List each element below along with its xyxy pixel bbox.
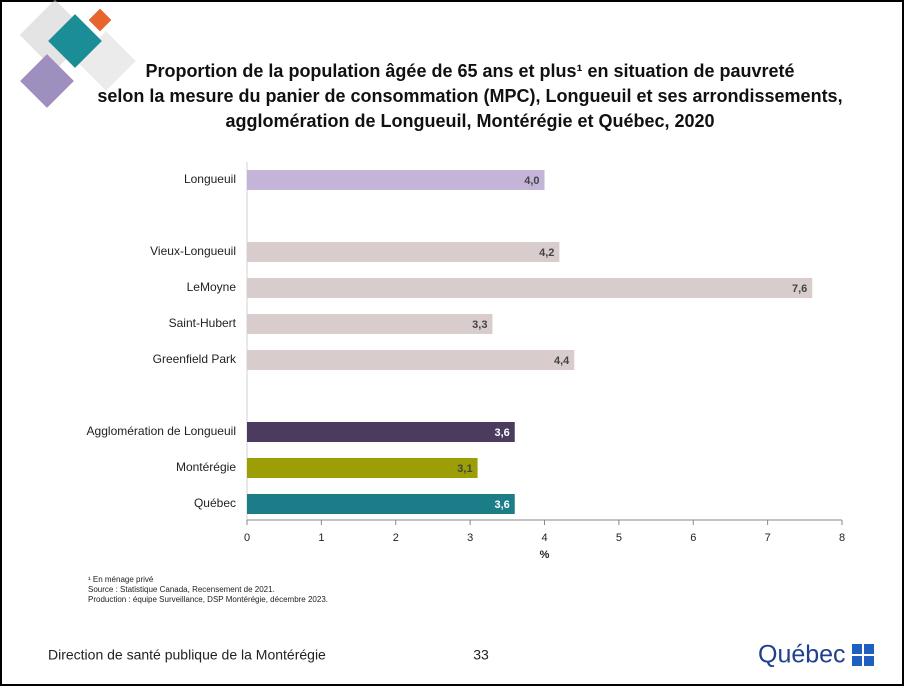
value-label: 4,0 — [524, 175, 539, 187]
x-tick-label: 7 — [765, 532, 771, 544]
category-label: Montérégie — [176, 460, 236, 474]
x-tick-label: 6 — [690, 532, 696, 544]
x-tick-label: 1 — [318, 532, 324, 544]
value-label: 4,4 — [554, 355, 570, 367]
value-label: 7,6 — [792, 283, 807, 295]
note: Production : équipe Surveillance, DSP Mo… — [88, 595, 328, 604]
category-label: Saint-Hubert — [169, 316, 237, 330]
decoration — [19, 0, 136, 108]
category-label: Longueuil — [184, 172, 236, 186]
x-tick-label: 0 — [244, 532, 250, 544]
note: Source : Statistique Canada, Recensement… — [88, 585, 275, 594]
value-label: 4,2 — [539, 247, 554, 259]
category-label: Agglomération de Longueuil — [87, 424, 236, 438]
bar — [247, 350, 575, 370]
x-tick-label: 4 — [541, 532, 547, 544]
bar — [247, 242, 560, 262]
category-label: LeMoyne — [187, 280, 237, 294]
x-tick-label: 5 — [616, 532, 622, 544]
value-label: 3,6 — [494, 499, 509, 511]
bar — [247, 494, 515, 514]
category-label: Vieux-Longueuil — [150, 244, 236, 258]
page-number: 33 — [473, 647, 489, 663]
value-label: 3,3 — [472, 319, 487, 331]
title-line: Proportion de la population âgée de 65 a… — [145, 61, 794, 81]
title: Proportion de la population âgée de 65 a… — [97, 61, 842, 131]
title-line: agglomération de Longueuil, Montérégie e… — [225, 111, 714, 131]
logo-text: Québec — [758, 641, 846, 669]
bar — [247, 314, 493, 334]
x-axis-label: % — [540, 549, 550, 561]
note: ¹ En ménage privé — [88, 575, 154, 584]
value-label: 3,1 — [457, 463, 472, 475]
footer-organization: Direction de santé publique de la Montér… — [48, 647, 326, 663]
bar — [247, 422, 515, 442]
category-label: Greenfield Park — [153, 352, 237, 366]
title-line: selon la mesure du panier de consommatio… — [97, 86, 842, 106]
bar — [247, 170, 545, 190]
logo-flag — [852, 644, 874, 666]
bar — [247, 458, 478, 478]
x-tick-label: 3 — [467, 532, 473, 544]
x-tick-label: 8 — [839, 532, 845, 544]
value-label: 3,6 — [494, 427, 509, 439]
category-label: Québec — [194, 496, 236, 510]
x-tick-label: 2 — [393, 532, 399, 544]
bar — [247, 278, 813, 298]
